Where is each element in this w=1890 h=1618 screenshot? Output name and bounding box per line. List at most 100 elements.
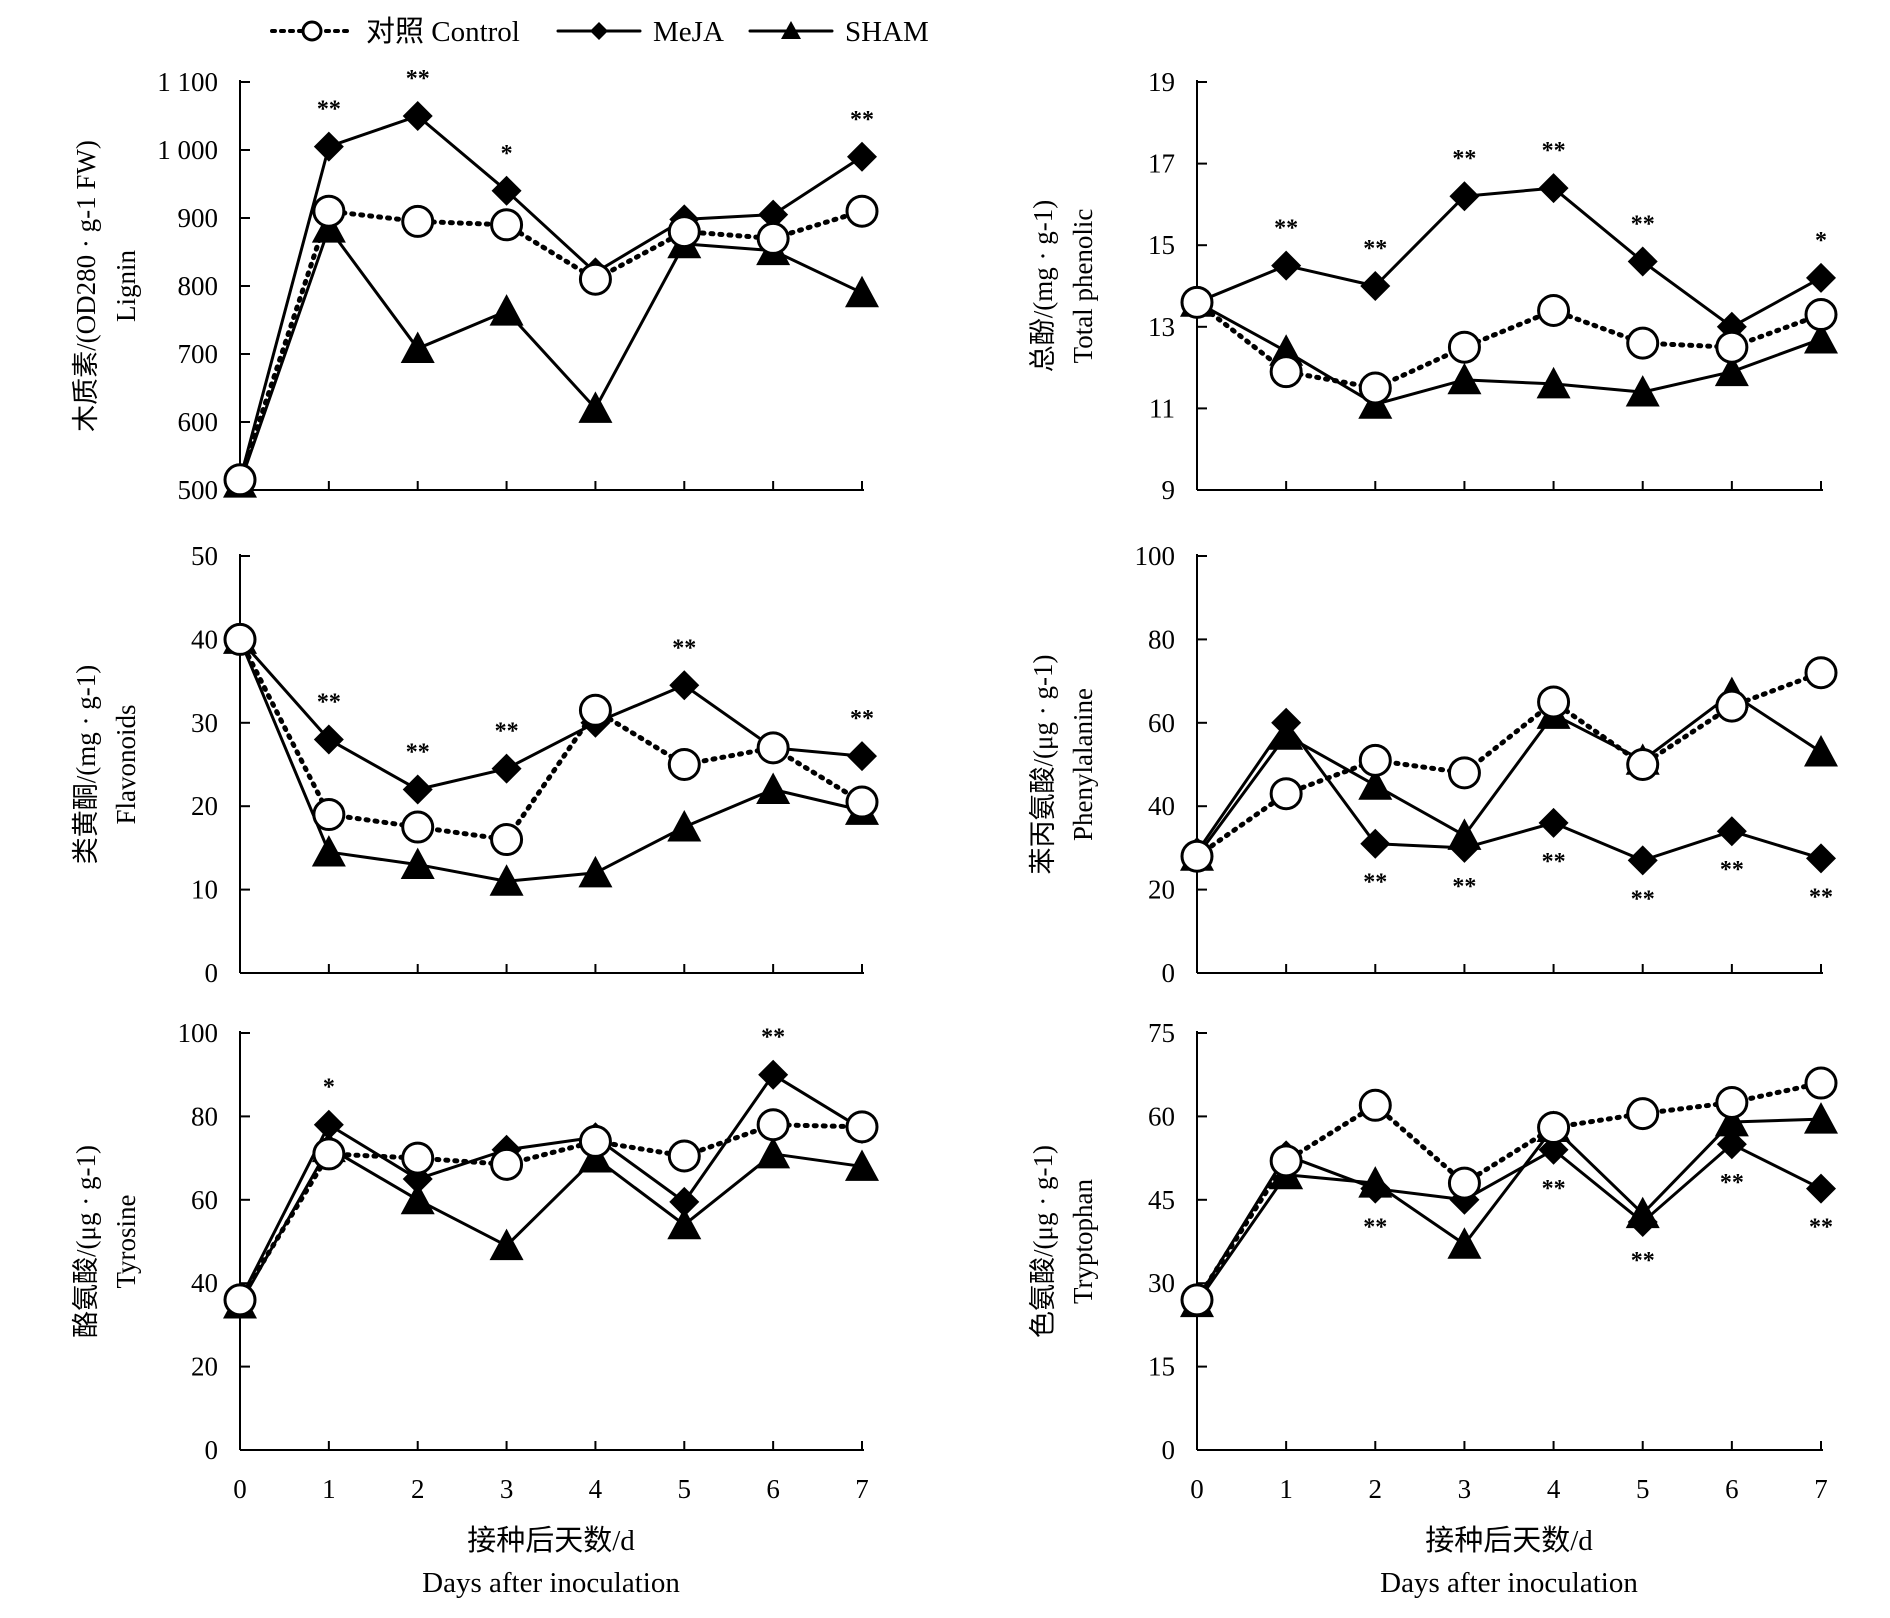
data-point-control — [490, 823, 524, 857]
data-point-meja — [1538, 807, 1569, 838]
y-tick-label: 100 — [178, 1018, 219, 1048]
legend-marker-sham — [781, 21, 801, 39]
y-tick-label: 900 — [178, 203, 219, 233]
y-tick-label: 19 — [1148, 67, 1175, 97]
y-tick-label: 60 — [191, 1185, 218, 1215]
y-tick-label: 40 — [191, 1268, 218, 1298]
y-axis-title: 木质素/(OD280 · g-1 FW) Lignin — [71, 140, 141, 432]
data-point-sham — [1714, 1104, 1749, 1137]
data-point-sham — [578, 391, 613, 423]
x-tick-label: 1 — [322, 1474, 336, 1504]
data-point-control — [312, 1137, 346, 1171]
data-point-control — [756, 1108, 790, 1142]
data-point-control — [1715, 330, 1749, 364]
legend-label-meja: MeJA — [653, 16, 724, 48]
y-tick-label: 45 — [1148, 1185, 1175, 1215]
series-line-sham — [1195, 300, 1823, 406]
significance-label: ** — [1363, 236, 1387, 262]
chart-panel-4: 0 20 40 60 80 100 苯丙氨酸/(μg · g-1) Phenylalanine… — [1028, 541, 1838, 988]
y-axis-title-cn: 苯丙氨酸/(μg · g-1) — [1028, 655, 1058, 875]
y-tick-label: 600 — [178, 407, 219, 437]
data-point-control — [401, 1141, 435, 1175]
x-axis-title-en: Days after inoculation — [1380, 1567, 1638, 1599]
data-point-control — [1447, 1166, 1481, 1200]
x-tick-label: 0 — [1190, 1474, 1204, 1504]
data-point-sham — [1714, 354, 1749, 387]
y-tick-label: 30 — [191, 708, 218, 738]
y-tick-label: 10 — [191, 875, 218, 905]
data-point-meja — [402, 101, 433, 131]
data-point-meja — [313, 1109, 344, 1140]
y-tick-label: 60 — [1148, 1101, 1175, 1131]
data-point-sham — [400, 331, 435, 364]
series-line-sham — [238, 637, 864, 883]
significance-label: ** — [761, 1025, 785, 1051]
data-point-meja — [1806, 843, 1836, 874]
chart-panel-5: 0 20 40 60 80 100 0 1 2 3 4 5 6 7 酪氨酸/(μg · g-1) Tyrosi… — [71, 1018, 879, 1504]
y-tick-label: 0 — [205, 1435, 219, 1465]
significance-label: ** — [672, 635, 696, 661]
y-tick-label: 80 — [191, 1101, 218, 1131]
x-tick-label: 6 — [1725, 1474, 1739, 1504]
series-line-meja — [238, 1073, 864, 1302]
data-point-meja — [847, 741, 877, 772]
y-tick-label: 20 — [1148, 875, 1175, 905]
data-point-sham — [1804, 734, 1838, 767]
data-point-meja — [669, 1186, 700, 1217]
y-tick-label: 15 — [1148, 1352, 1175, 1382]
data-point-control — [1626, 1097, 1660, 1131]
significance-label: ** — [1809, 884, 1833, 910]
data-point-meja — [1360, 828, 1391, 859]
x-tick-label: 7 — [1814, 1474, 1828, 1504]
x-tick-label: 5 — [678, 1474, 692, 1504]
data-point-sham — [1625, 375, 1660, 407]
data-point-control — [401, 204, 435, 238]
data-point-meja — [1627, 845, 1658, 876]
data-point-meja — [313, 131, 344, 162]
significance-label: ** — [1720, 857, 1744, 883]
significance-label: ** — [1542, 849, 1566, 875]
y-axis-title-cn: 木质素/(OD280 · g-1 FW) — [71, 140, 101, 432]
data-point-control — [490, 1147, 524, 1181]
data-point-control — [1626, 748, 1660, 781]
y-axis-title: 苯丙氨酸/(μg · g-1) Phenylalanine — [1028, 655, 1098, 875]
data-point-control — [667, 1139, 701, 1173]
significance-label: ** — [1720, 1170, 1744, 1196]
data-point-meja — [1360, 271, 1391, 301]
data-point-control — [1715, 689, 1749, 723]
y-tick-label: 40 — [191, 624, 218, 654]
y-tick-label: 100 — [1135, 541, 1176, 571]
x-tick-label: 5 — [1636, 1474, 1650, 1504]
significance-label: ** — [1452, 874, 1476, 900]
significance-label: ** — [1452, 146, 1476, 172]
data-point-control — [1269, 777, 1303, 811]
data-point-control — [223, 622, 257, 656]
data-point-meja — [1627, 1207, 1658, 1238]
data-point-control — [1269, 355, 1303, 389]
chart-panel-3: 0 10 20 30 40 50 类黄酮/(mg · g-1) Flavonoids ** ** *… — [71, 541, 879, 988]
y-tick-label: 40 — [1148, 791, 1175, 821]
data-point-meja — [491, 753, 522, 784]
x-tick-label: 2 — [411, 1474, 425, 1504]
data-point-meja — [491, 175, 522, 206]
y-axis-title-cn: 总酚/(mg · g-1) — [1028, 200, 1058, 372]
y-tick-label: 9 — [1162, 475, 1176, 505]
data-point-sham — [845, 275, 879, 308]
significance-label: ** — [317, 689, 341, 715]
data-point-meja — [758, 199, 789, 230]
data-point-meja — [1627, 246, 1658, 277]
x-tick-label: 7 — [855, 1474, 869, 1504]
data-point-meja — [669, 670, 700, 701]
y-tick-label: 700 — [178, 339, 219, 369]
series-line-meja — [238, 637, 864, 792]
legend-marker-meja — [590, 22, 608, 40]
y-tick-label: 13 — [1148, 312, 1175, 342]
data-point-control — [578, 693, 612, 727]
y-axis-title: 总酚/(mg · g-1) Total phenolic — [1028, 200, 1098, 372]
chart-panel-1: 500 600 700 800 900 1 000 1 100 木质素/(OD280 · g-… — [71, 66, 879, 505]
data-point-control — [1804, 1066, 1838, 1100]
significance-label: ** — [1542, 138, 1566, 164]
